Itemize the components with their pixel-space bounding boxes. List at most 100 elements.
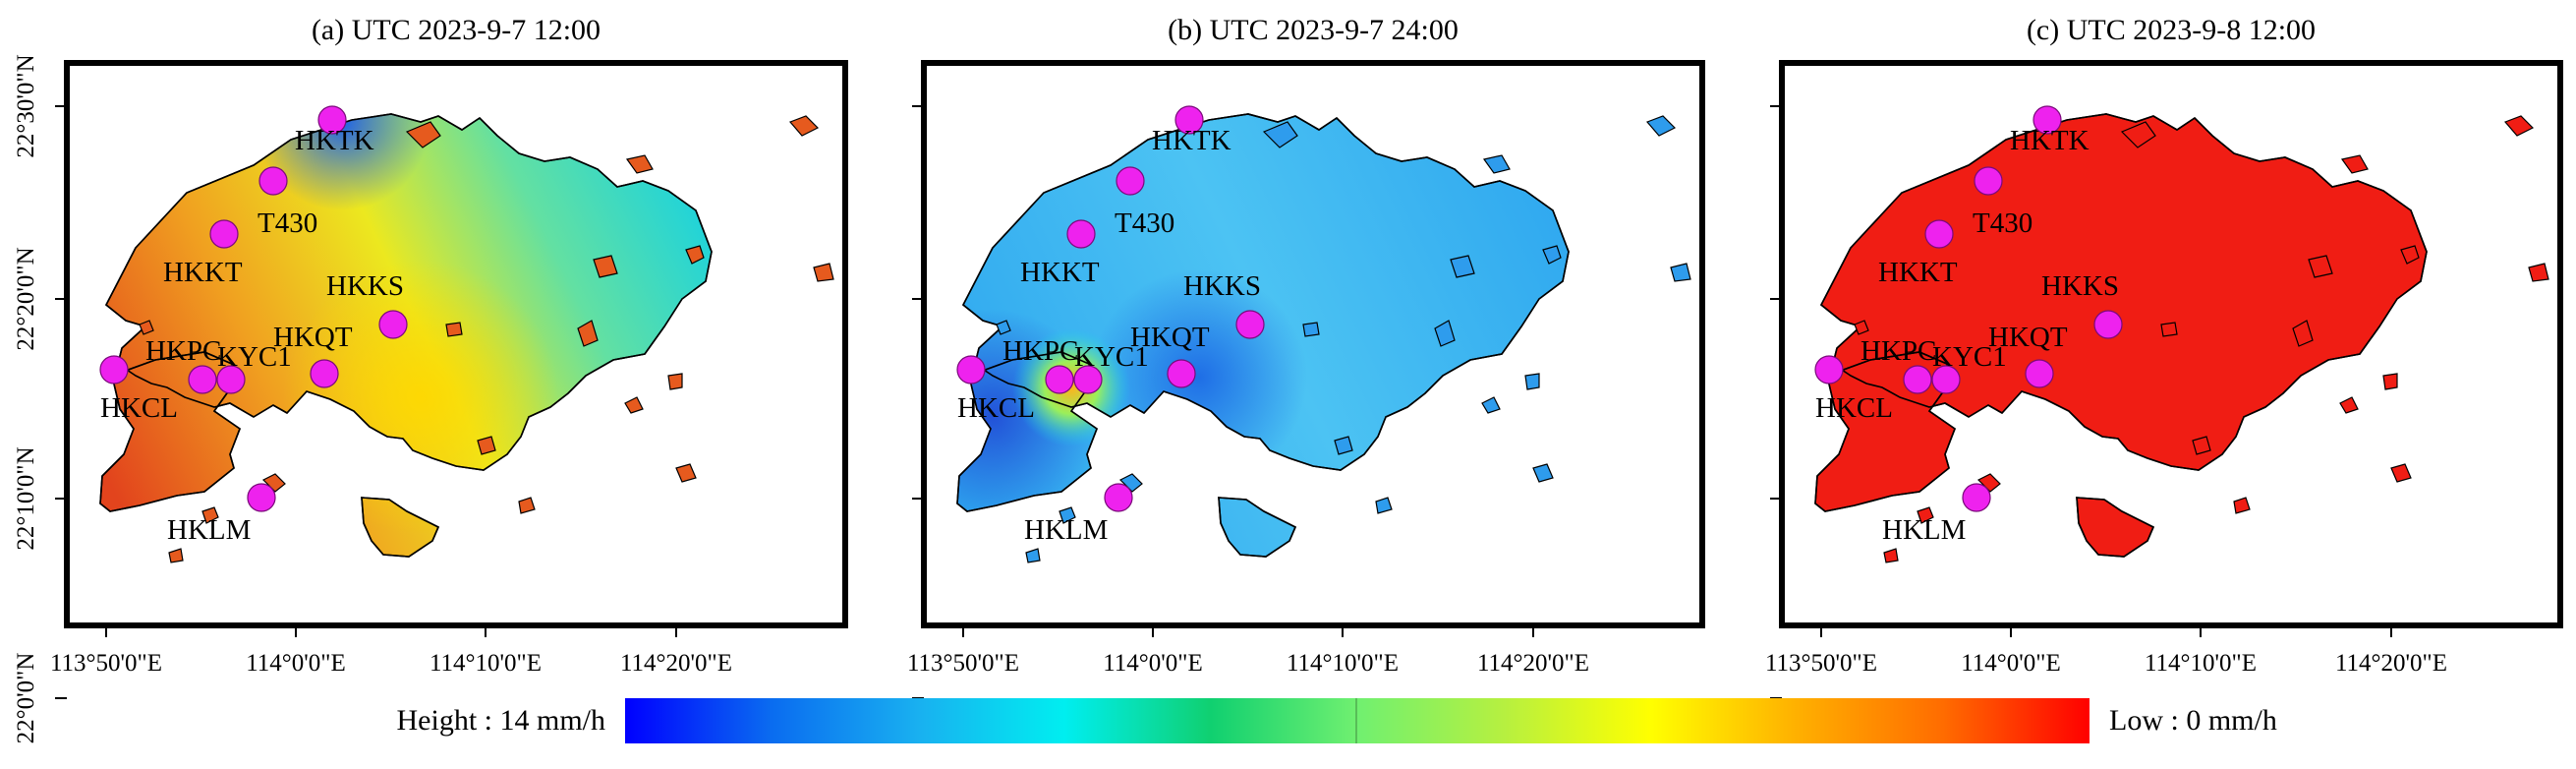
panel-title: (b) UTC 2023-9-7 24:00 [1168, 14, 1459, 46]
small-island [2233, 497, 2251, 514]
panel-title: (a) UTC 2023-9-7 12:00 [312, 14, 601, 46]
small-island [1334, 436, 1353, 455]
station-marker [99, 355, 129, 384]
station-label: HKKS [326, 270, 404, 302]
small-island [1482, 154, 1511, 174]
station-marker [2025, 359, 2054, 388]
small-island [1375, 497, 1393, 514]
y-tick-label: 22°20'0"N [13, 247, 39, 350]
x-tick-label: 113°50'0"E [50, 650, 162, 677]
small-island [624, 396, 644, 414]
station-marker [247, 483, 276, 512]
small-island [1532, 463, 1554, 483]
station-label: KYC1 [1932, 341, 2007, 373]
colorbar-left-label: Height : 14 mm/h [397, 704, 606, 737]
station-label: KYC1 [1074, 341, 1149, 373]
station-marker [2093, 310, 2123, 339]
station-label: HKLM [1024, 514, 1108, 546]
station-marker [1814, 355, 1844, 384]
map-frame [64, 60, 848, 628]
station-marker [1174, 105, 1204, 135]
station-label: KYC1 [217, 341, 292, 373]
station-label: HKQT [1130, 322, 1210, 353]
small-island [675, 463, 697, 483]
station-marker [216, 365, 246, 394]
map-panel-2: (b) UTC 2023-9-7 24:00 HKTK T430 HKKT HKKS HK… [907, 14, 1705, 699]
station-marker [1931, 365, 1961, 394]
small-island [168, 548, 184, 563]
x-tick-label: 114°0'0"E [1103, 650, 1203, 677]
station-marker [310, 359, 339, 388]
small-island [577, 320, 599, 347]
small-island [1645, 115, 1677, 137]
colorbar: Height : 14 mm/h Low : 0 mm/h [397, 698, 2277, 743]
station-label: HKCL [100, 392, 178, 424]
station-label: HKCL [1815, 392, 1893, 424]
station-label: HKKT [1020, 257, 1100, 288]
station-label: HKTK [1152, 125, 1231, 156]
station-marker [1974, 166, 2003, 196]
x-tick-label: 114°20'0"E [620, 650, 732, 677]
small-island [625, 154, 654, 174]
x-tick-label: 114°10'0"E [2145, 650, 2257, 677]
colorbar-gradient [625, 698, 2089, 743]
station-label: HKPC [145, 335, 221, 367]
small-island [1262, 121, 1298, 148]
small-island [1481, 396, 1501, 414]
small-island [2503, 115, 2535, 137]
small-island [2308, 255, 2333, 278]
small-island [445, 322, 463, 337]
small-island [518, 497, 536, 514]
station-marker [1962, 483, 1991, 512]
small-island [2160, 322, 2178, 337]
x-tick-label: 114°20'0"E [2335, 650, 2447, 677]
small-island [1917, 506, 1934, 524]
station-label: HKQT [1988, 322, 2068, 353]
small-island [405, 121, 441, 148]
small-island [2120, 121, 2156, 148]
station-marker [1235, 310, 1265, 339]
small-island [1854, 320, 1869, 335]
small-island [1434, 320, 1456, 347]
small-island [667, 373, 683, 390]
small-island [1670, 263, 1691, 282]
station-label: HKTK [2010, 125, 2089, 156]
panel-title: (c) UTC 2023-9-8 12:00 [2027, 14, 2316, 46]
station-marker [1924, 219, 1954, 249]
y-tick-label: 22°30'0"N [13, 54, 39, 157]
station-label: HKKT [163, 257, 243, 288]
station-marker [317, 105, 347, 135]
station-label: HKCL [957, 392, 1035, 424]
small-island [593, 255, 618, 278]
y-tick-label: 22°0'0"N [13, 653, 39, 744]
x-tick-label: 113°50'0"E [1765, 650, 1877, 677]
small-island [996, 320, 1011, 335]
small-island [1883, 548, 1899, 563]
small-island [813, 263, 834, 282]
small-island [201, 506, 219, 524]
station-label: T430 [1973, 207, 2032, 239]
small-island [2192, 436, 2211, 455]
station-marker [1066, 219, 1096, 249]
station-marker [1903, 365, 1932, 394]
station-marker [2032, 105, 2062, 135]
station-label: HKQT [273, 322, 353, 353]
station-label: HKTK [295, 125, 374, 156]
station-label: HKLM [1882, 514, 1966, 546]
x-tick-label: 114°20'0"E [1477, 650, 1589, 677]
small-island [1450, 255, 1475, 278]
x-tick-label: 114°10'0"E [429, 650, 542, 677]
x-tick-label: 113°50'0"E [907, 650, 1019, 677]
station-label: HKKS [1183, 270, 1261, 302]
station-marker [209, 219, 239, 249]
small-island [685, 245, 705, 265]
station-marker [1045, 365, 1074, 394]
station-marker [1104, 483, 1133, 512]
station-marker [956, 355, 986, 384]
small-island [1059, 506, 1076, 524]
map-panel-1: (a) UTC 2023-9-7 12:00 HKTK T430 HKKT HKKS HK… [13, 14, 848, 744]
station-label: HKKT [1878, 257, 1958, 288]
station-label: HKPC [1002, 335, 1078, 367]
small-island [1025, 548, 1041, 563]
